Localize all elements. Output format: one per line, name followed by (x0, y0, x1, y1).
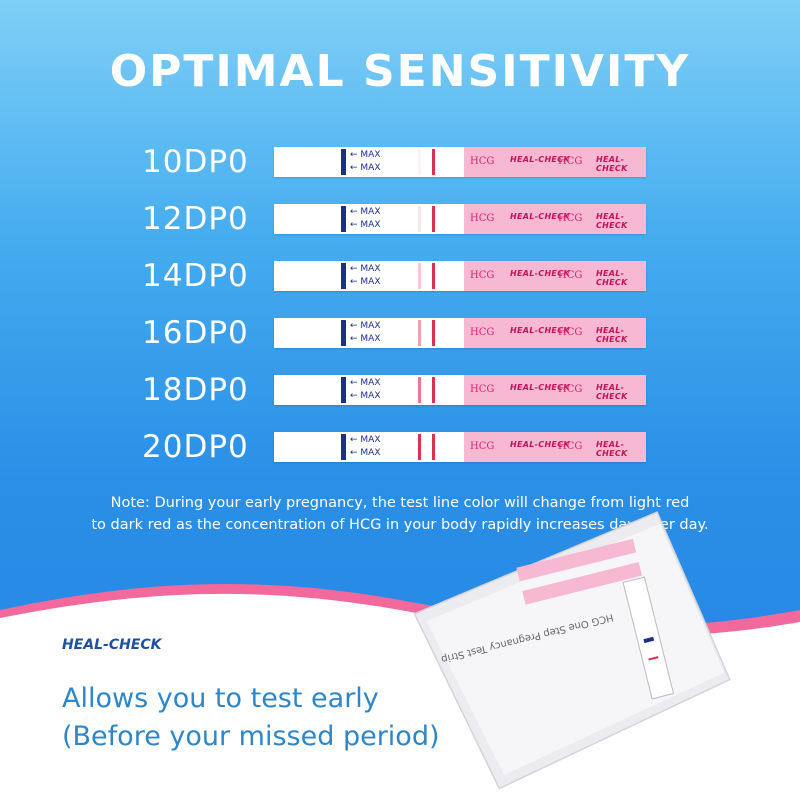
brand-label: HEAL-CHECK (596, 212, 628, 230)
brand-label: HEAL-CHECK (510, 155, 570, 164)
hcg-label: HCG (558, 156, 583, 167)
strip-row: 14DP0 ← MAX ← MAX HCG HEAL-CHECK HCG HEAL-CHEC… (0, 258, 800, 301)
control-line (432, 377, 435, 403)
hcg-label: HCG (470, 441, 495, 452)
day-label: 16DP0 (142, 315, 249, 351)
max-arrow: ← MAX (350, 220, 381, 230)
max-arrow: ← MAX (350, 321, 381, 331)
tagline: Allows you to test early (Before your mi… (62, 680, 440, 756)
max-arrow: ← MAX (350, 378, 381, 388)
max-arrow: ← MAX (350, 207, 381, 217)
day-label: 18DP0 (142, 372, 249, 408)
note-line-1: Note: During your early pregnancy, the t… (110, 495, 690, 511)
tagline-line-2: (Before your missed period) (62, 721, 440, 752)
hcg-label: HCG (470, 327, 495, 338)
hcg-label: HCG (558, 441, 583, 452)
test-line (418, 263, 421, 289)
test-strip: ← MAX ← MAX HCG HEAL-CHECK HCG HEAL-CHECK (274, 432, 646, 462)
control-line (432, 263, 435, 289)
strip-handle (464, 261, 646, 291)
max-bar (341, 149, 346, 175)
max-bar (341, 377, 346, 403)
day-label: 10DP0 (142, 144, 249, 180)
max-arrow: ← MAX (350, 163, 381, 173)
strip-handle (464, 375, 646, 405)
hcg-label: HCG (470, 384, 495, 395)
max-label: MAX (360, 207, 381, 217)
control-line (432, 206, 435, 232)
control-line (432, 320, 435, 346)
test-strip: ← MAX ← MAX HCG HEAL-CHECK HCG HEAL-CHECK (274, 147, 646, 177)
max-label: MAX (360, 378, 381, 388)
hcg-label: HCG (470, 270, 495, 281)
max-label: MAX (360, 391, 381, 401)
test-line (418, 149, 421, 175)
strip-handle (464, 204, 646, 234)
test-line (418, 320, 421, 346)
test-strip: ← MAX ← MAX HCG HEAL-CHECK HCG HEAL-CHECK (274, 204, 646, 234)
max-label: MAX (360, 220, 381, 230)
max-label: MAX (360, 334, 381, 344)
max-arrow: ← MAX (350, 150, 381, 160)
brand-label: HEAL-CHECK (596, 440, 628, 458)
max-label: MAX (360, 150, 381, 160)
note-text: Note: During your early pregnancy, the t… (40, 492, 760, 536)
max-arrow: ← MAX (350, 277, 381, 287)
strip-row: 18DP0 ← MAX ← MAX HCG HEAL-CHECK HCG HEAL-CHEC… (0, 372, 800, 415)
test-strip: ← MAX ← MAX HCG HEAL-CHECK HCG HEAL-CHECK (274, 375, 646, 405)
max-label: MAX (360, 321, 381, 331)
day-label: 14DP0 (142, 258, 249, 294)
test-line (418, 434, 421, 460)
brand-label: HEAL-CHECK (596, 383, 628, 401)
max-arrow: ← MAX (350, 334, 381, 344)
brand-logo: HEAL-CHECK (62, 637, 162, 653)
brand-label: HEAL-CHECK (510, 326, 570, 335)
hcg-label: HCG (558, 384, 583, 395)
strip-handle (464, 432, 646, 462)
test-line (418, 206, 421, 232)
max-arrow: ← MAX (350, 264, 381, 274)
hcg-label: HCG (558, 270, 583, 281)
max-arrow: ← MAX (350, 391, 381, 401)
day-label: 12DP0 (142, 201, 249, 237)
max-label: MAX (360, 435, 381, 445)
max-label: MAX (360, 264, 381, 274)
strip-handle (464, 318, 646, 348)
strip-handle (464, 147, 646, 177)
max-label: MAX (360, 277, 381, 287)
hcg-label: HCG (558, 327, 583, 338)
max-label: MAX (360, 163, 381, 173)
hcg-label: HCG (470, 156, 495, 167)
hcg-label: HCG (470, 213, 495, 224)
brand-label: HEAL-CHECK (596, 155, 628, 173)
brand-label: HEAL-CHECK (510, 383, 570, 392)
strip-row: 20DP0 ← MAX ← MAX HCG HEAL-CHECK HCG HEAL-CHEC… (0, 429, 800, 472)
max-bar (341, 320, 346, 346)
max-label: MAX (360, 448, 381, 458)
note-line-2: to dark red as the concentration of HCG … (91, 517, 709, 533)
control-line (432, 434, 435, 460)
max-arrow: ← MAX (350, 435, 381, 445)
max-arrow: ← MAX (350, 448, 381, 458)
strip-row: 16DP0 ← MAX ← MAX HCG HEAL-CHECK HCG HEAL-CHEC… (0, 315, 800, 358)
hcg-label: HCG (558, 213, 583, 224)
strip-row: 10DP0 ← MAX ← MAX HCG HEAL-CHECK HCG HEAL-CHEC… (0, 144, 800, 187)
test-strip: ← MAX ← MAX HCG HEAL-CHECK HCG HEAL-CHECK (274, 261, 646, 291)
brand-label: HEAL-CHECK (596, 269, 628, 287)
day-label: 20DP0 (142, 429, 249, 465)
control-line (432, 149, 435, 175)
page-title: OPTIMAL SENSITIVITY (109, 46, 691, 97)
brand-label: HEAL-CHECK (510, 269, 570, 278)
brand-label: HEAL-CHECK (510, 440, 570, 449)
brand-label: HEAL-CHECK (596, 326, 628, 344)
tagline-line-1: Allows you to test early (62, 683, 379, 714)
strip-row: 12DP0 ← MAX ← MAX HCG HEAL-CHECK HCG HEAL-CHEC… (0, 201, 800, 244)
brand-label: HEAL-CHECK (510, 212, 570, 221)
max-bar (341, 434, 346, 460)
test-line (418, 377, 421, 403)
max-bar (341, 263, 346, 289)
max-bar (341, 206, 346, 232)
test-strip: ← MAX ← MAX HCG HEAL-CHECK HCG HEAL-CHECK (274, 318, 646, 348)
